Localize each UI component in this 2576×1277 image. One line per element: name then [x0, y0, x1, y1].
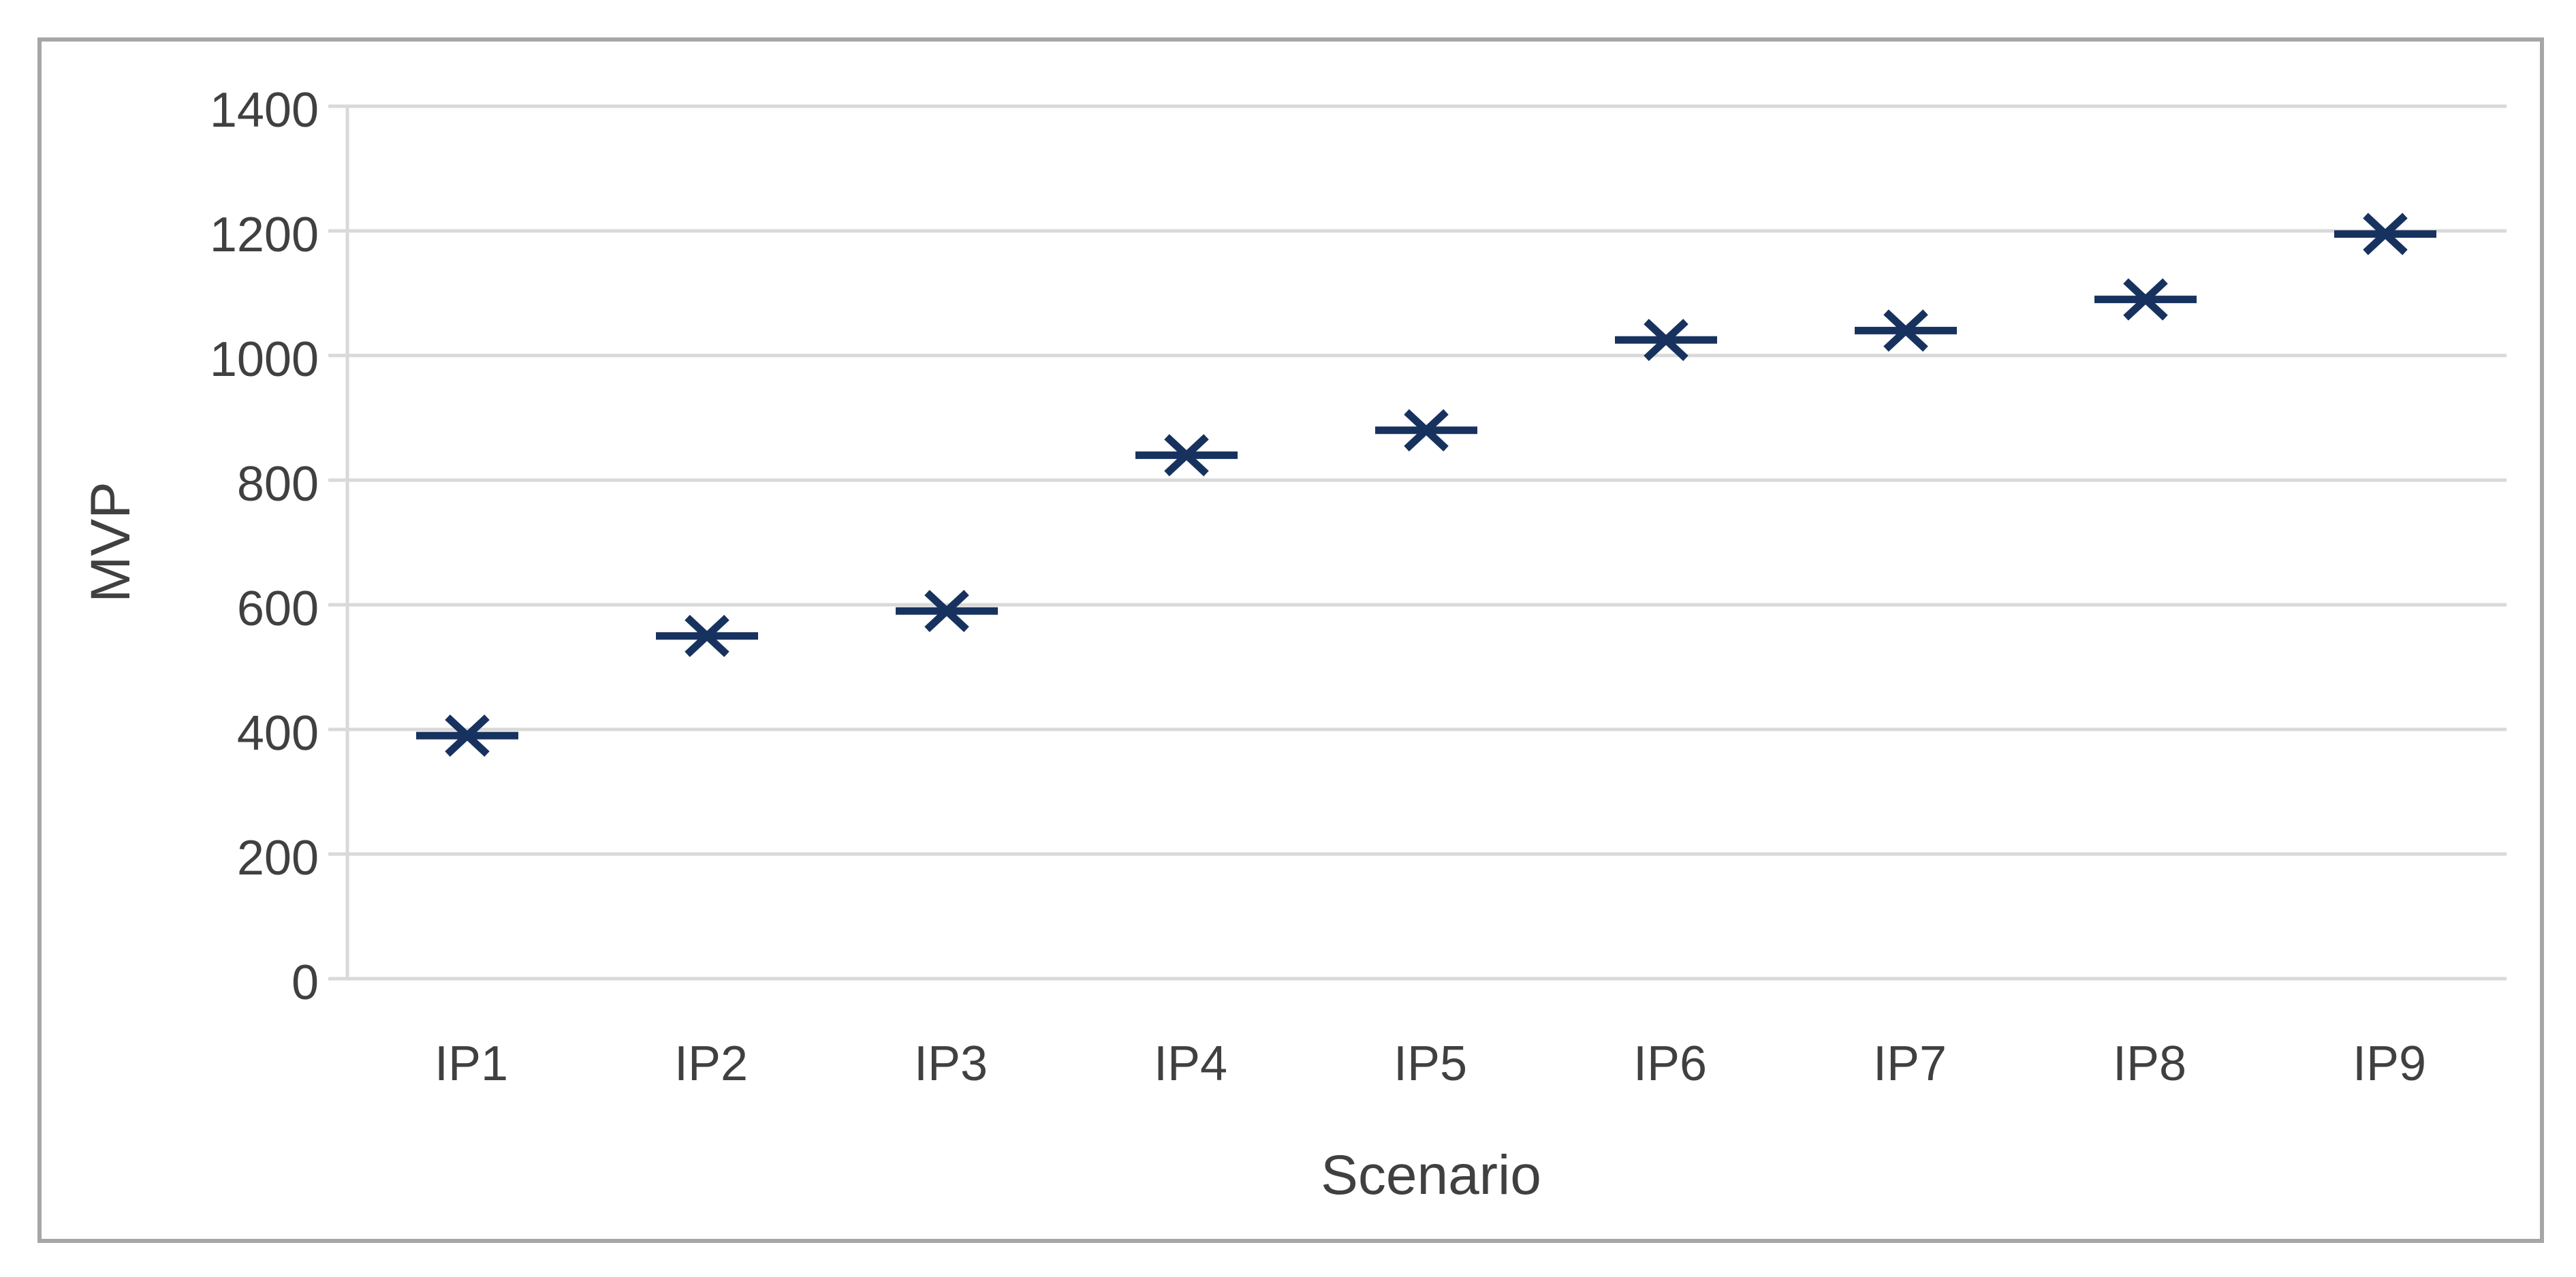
- x-category-label: IP2: [674, 1037, 749, 1091]
- x-category-labels-container: IP1 IP2 IP3 IP4 IP5 IP6 IP7 IP8 IP9: [4, 4, 2576, 1277]
- y-tick-label: 0: [291, 956, 319, 1010]
- x-category-label: IP5: [1393, 1037, 1468, 1091]
- y-tick-label: 400: [236, 706, 319, 761]
- y-tick-labels-container: 0 200 400 600 800 1000 1200 1400: [4, 4, 2576, 1277]
- x-category-label: IP1: [434, 1037, 509, 1091]
- y-tick-label: 600: [236, 582, 319, 636]
- y-tick-label: 200: [236, 831, 319, 885]
- y-tick-label: 800: [236, 457, 319, 511]
- x-category-label: IP9: [2352, 1037, 2427, 1091]
- x-category-label: IP4: [1153, 1037, 1228, 1091]
- y-axis-title: MVP: [80, 482, 142, 603]
- x-category-label: IP3: [913, 1037, 988, 1091]
- x-category-label: IP6: [1633, 1037, 1708, 1091]
- chart-figure-border: 0 200 400 600 800 1000 1200 1400 IP1 IP2 IP3 IP4 IP…: [37, 37, 2544, 1243]
- x-axis-title: Scenario: [1321, 1144, 1541, 1206]
- y-tick-label: 1000: [209, 332, 319, 387]
- x-category-label: IP7: [1872, 1037, 1947, 1091]
- x-category-label: IP8: [2112, 1037, 2187, 1091]
- y-tick-label: 1200: [209, 208, 319, 262]
- y-tick-label: 1400: [209, 83, 319, 138]
